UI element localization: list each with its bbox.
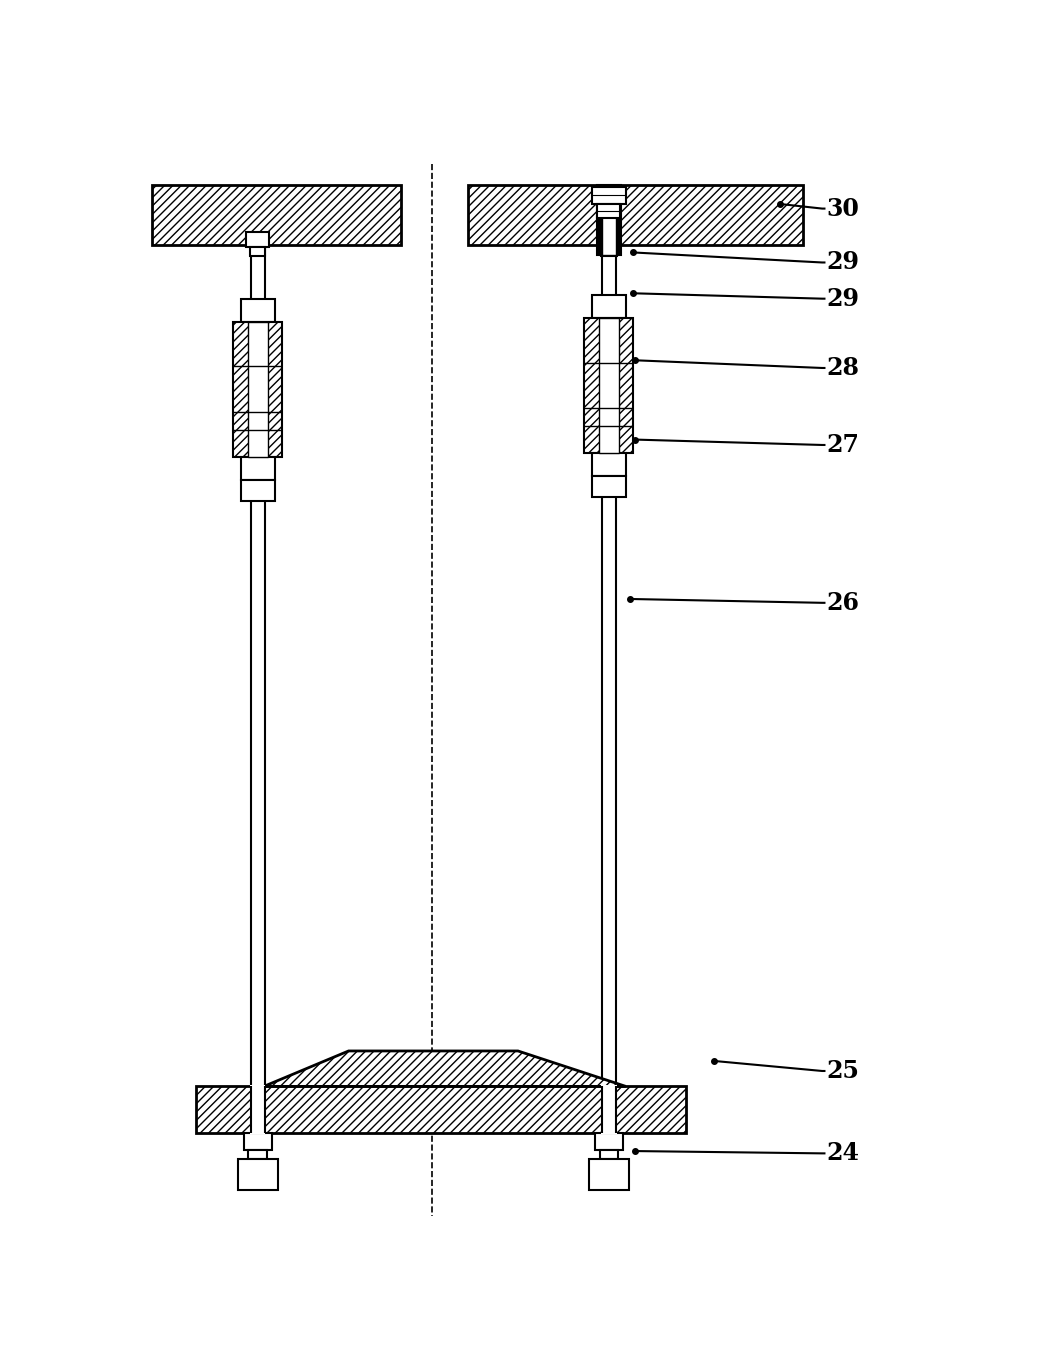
Bar bbox=[250, 247, 265, 257]
Text: 28: 28 bbox=[826, 357, 859, 380]
Bar bbox=[152, 186, 401, 245]
Text: 27: 27 bbox=[826, 433, 859, 458]
Bar bbox=[600, 1150, 618, 1158]
Text: 29: 29 bbox=[826, 250, 859, 275]
Text: 25: 25 bbox=[826, 1059, 858, 1083]
Bar bbox=[248, 322, 268, 456]
Bar bbox=[468, 186, 803, 245]
Bar bbox=[241, 456, 274, 479]
Bar bbox=[589, 1158, 629, 1190]
Text: 24: 24 bbox=[826, 1142, 859, 1165]
Bar bbox=[238, 1158, 277, 1190]
Text: 29: 29 bbox=[826, 287, 859, 310]
Bar bbox=[598, 204, 621, 217]
Text: 30: 30 bbox=[826, 197, 858, 220]
Bar bbox=[591, 475, 626, 497]
Bar bbox=[599, 318, 618, 452]
Bar bbox=[602, 187, 615, 1161]
Bar bbox=[601, 1085, 616, 1134]
Bar bbox=[250, 245, 265, 1161]
Bar bbox=[591, 295, 626, 318]
Bar bbox=[241, 299, 274, 322]
Bar bbox=[246, 232, 269, 247]
Bar bbox=[601, 247, 616, 257]
Bar bbox=[196, 1086, 686, 1132]
Bar bbox=[591, 452, 626, 475]
Bar bbox=[602, 186, 615, 255]
Bar bbox=[233, 322, 283, 456]
Text: 26: 26 bbox=[826, 591, 859, 615]
Bar bbox=[248, 1150, 267, 1158]
Bar bbox=[591, 187, 626, 204]
Bar bbox=[597, 186, 622, 255]
Bar bbox=[595, 1132, 623, 1150]
Bar bbox=[250, 1085, 265, 1134]
Polygon shape bbox=[264, 1050, 626, 1086]
Bar bbox=[241, 479, 274, 501]
Bar bbox=[584, 318, 633, 452]
Bar bbox=[244, 1132, 271, 1150]
